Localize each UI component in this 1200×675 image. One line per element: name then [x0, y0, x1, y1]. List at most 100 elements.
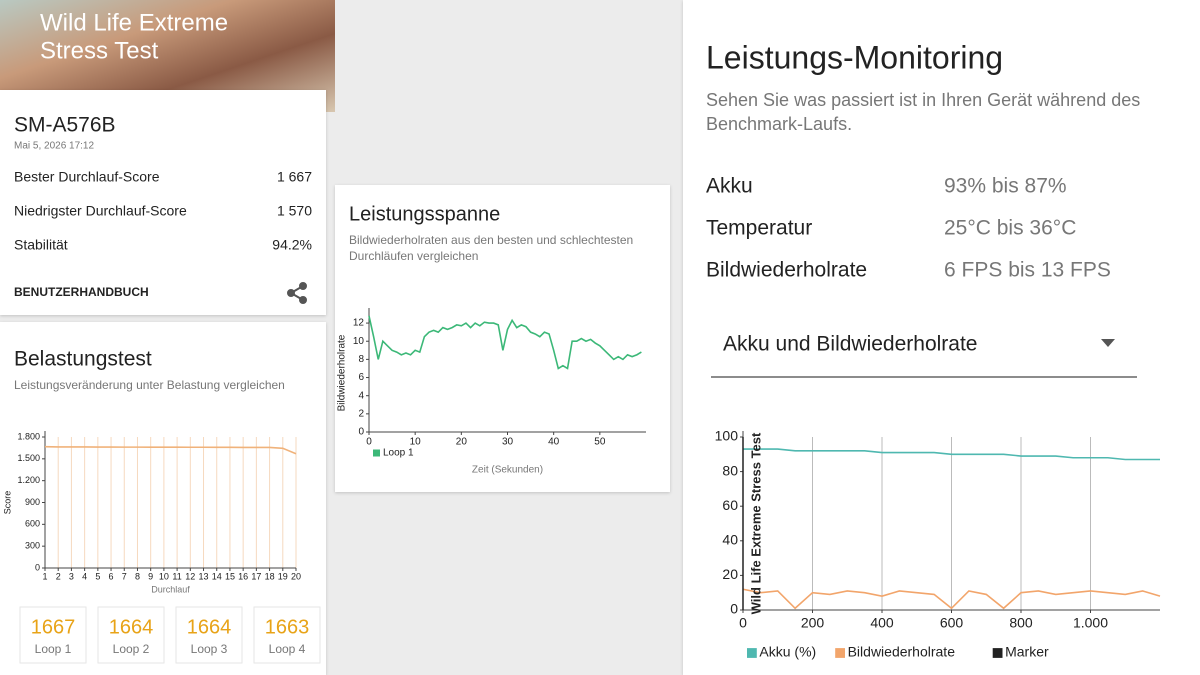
monitoring-card — [683, 0, 1200, 675]
y-tick-label: 4 — [358, 390, 364, 401]
x-tick-label: 40 — [548, 437, 560, 448]
y-tick-label: 2 — [358, 408, 364, 419]
loop-label: Loop 1 — [35, 642, 72, 656]
x-tick-label: 18 — [265, 571, 275, 581]
row-value: 25°C bis 36°C — [944, 217, 1076, 240]
y-tick-label: 40 — [722, 532, 738, 548]
row-label: Niedrigster Durchlauf-Score — [14, 203, 187, 219]
card-subtitle: Durchläufen vergleichen — [349, 249, 478, 263]
y-tick-label: 80 — [722, 462, 738, 478]
x-tick-label: 20 — [456, 437, 468, 448]
dropdown-arrow[interactable] — [1101, 339, 1115, 347]
card-subtitle: Sehen Sie was passiert ist in Ihren Gerä… — [706, 90, 1140, 110]
y-tick-label: 20 — [722, 566, 738, 582]
x-tick-label: 7 — [122, 571, 127, 581]
loop-box — [19, 606, 87, 664]
y-tick-label: 1.500 — [17, 453, 40, 463]
y-tick-label: 1.800 — [17, 431, 40, 441]
y-tick-label: 12 — [353, 318, 365, 329]
row-value: 1 570 — [277, 203, 312, 219]
row-label: Bildwiederholrate — [706, 259, 867, 282]
range-card — [335, 185, 670, 492]
card-subtitle: Benchmark-Laufs. — [706, 114, 852, 134]
row-value: 1 667 — [277, 169, 312, 185]
share-icon[interactable] — [287, 282, 307, 304]
x-tick-label: 4 — [82, 571, 87, 581]
x-tick-label: 1 — [42, 571, 47, 581]
card-title: Belastungstest — [14, 348, 152, 371]
loop-label: Loop 4 — [269, 642, 306, 656]
x-tick-label: 13 — [199, 571, 209, 581]
y-axis-label: Score — [2, 491, 12, 515]
x-tick-label: 5 — [95, 571, 100, 581]
y-tick-label: 300 — [25, 541, 40, 551]
legend-swatch — [992, 648, 1003, 658]
x-tick-label: 10 — [159, 571, 169, 581]
x-tick-label: 1.000 — [1073, 615, 1108, 631]
x-tick-label: 15 — [225, 571, 235, 581]
x-tick-label: 800 — [1009, 615, 1033, 631]
x-tick-label: 10 — [410, 437, 422, 448]
card-title: Leistungsspanne — [349, 203, 500, 225]
legend-swatch — [373, 449, 380, 457]
legend-label: Loop 1 — [383, 448, 414, 459]
series-line — [742, 588, 1161, 610]
x-axis-label: Durchlauf — [151, 584, 190, 594]
card-title: Leistungs-Monitoring — [706, 39, 1003, 75]
marker-label: Wild Life Extreme Stress Test — [748, 432, 763, 614]
y-tick-label: 600 — [25, 519, 40, 529]
card-subtitle: Leistungsveränderung unter Belastung ver… — [14, 378, 285, 392]
y-tick-label: 6 — [358, 372, 364, 383]
row-value: 6 FPS bis 13 FPS — [944, 259, 1111, 282]
manual-link[interactable]: BENUTZERHANDBUCH — [14, 285, 149, 299]
card-subtitle: Bildwiederholraten aus den besten und sc… — [349, 233, 633, 247]
loop-label: Loop 3 — [191, 642, 228, 656]
loop-score: 1663 — [265, 616, 310, 638]
series-line — [368, 315, 642, 370]
loop-box — [97, 606, 165, 664]
loop-box — [175, 606, 243, 664]
dropdown-text[interactable]: Akku und Bildwiederholrate — [723, 333, 977, 356]
y-tick-label: 8 — [358, 354, 364, 365]
x-tick-label: 50 — [594, 437, 606, 448]
x-tick-label: 20 — [291, 571, 301, 581]
x-axis-label: Zeit (Sekunden) — [472, 465, 543, 476]
legend-label: Akku (%) — [759, 644, 816, 660]
device-date: Mai 5, 2026 17:12 — [14, 141, 94, 152]
series-line — [44, 445, 297, 455]
legend-label: Marker — [1005, 644, 1049, 660]
x-tick-label: 0 — [366, 437, 372, 448]
header-title: Stress Test — [40, 37, 159, 64]
device-card — [0, 90, 326, 315]
y-tick-label: 10 — [353, 336, 365, 347]
row-label: Stabilität — [14, 237, 68, 253]
x-tick-label: 6 — [109, 571, 114, 581]
x-tick-label: 0 — [739, 615, 747, 631]
x-tick-label: 12 — [185, 571, 195, 581]
loop-score: 1667 — [31, 616, 76, 638]
series-line — [743, 448, 1160, 461]
legend-swatch — [747, 648, 757, 658]
x-tick-label: 400 — [870, 615, 894, 631]
row-value: 94.2% — [272, 237, 312, 253]
device-name: SM-A576B — [14, 114, 116, 137]
y-axis-label: Bildwiederholrate — [337, 334, 348, 411]
x-tick-label: 8 — [135, 571, 140, 581]
x-tick-label: 9 — [148, 571, 153, 581]
row-label: Temperatur — [706, 217, 812, 240]
legend-label: Bildwiederholrate — [848, 644, 956, 660]
loop-box — [253, 606, 321, 664]
row-label: Bester Durchlauf-Score — [14, 169, 160, 185]
x-tick-label: 30 — [502, 437, 514, 448]
x-tick-label: 17 — [251, 571, 261, 581]
x-tick-label: 11 — [172, 571, 181, 581]
x-tick-label: 16 — [238, 571, 248, 581]
loop-boxes: 1667 Loop 1 1664 Loop 2 1664 Loop 3 1663 Loop 4 — [19, 606, 321, 664]
y-tick-label: 0 — [35, 562, 40, 572]
x-tick-label: 3 — [69, 571, 74, 581]
x-tick-label: 200 — [801, 615, 825, 631]
y-tick-label: 0 — [358, 427, 364, 438]
row-label: Akku — [706, 175, 753, 198]
x-tick-label: 600 — [940, 615, 964, 631]
